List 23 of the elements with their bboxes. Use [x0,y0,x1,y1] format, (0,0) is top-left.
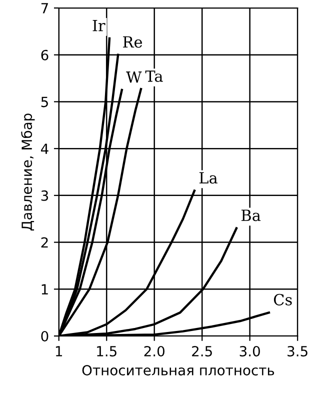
series-label: Ta [145,70,163,82]
y-tick-label: 1 [42,284,48,294]
x-tick-label: 2.5 [192,346,212,356]
series-label: W [126,72,142,83]
x-tick-label: 2.0 [144,346,164,356]
series-label: Cs [274,294,292,306]
x-tick-label: 1.5 [97,346,116,356]
y-tick-label: 0 [41,330,48,342]
y-tick-label: 4 [40,144,48,154]
y-tick-label: 3 [41,190,48,201]
x-tick-label: 3.0 [240,346,260,356]
x-tick-label: 3.5 [288,346,308,356]
series-label: Re [123,36,142,48]
y-tick-label: 6 [41,50,48,60]
x-tick-label: 1 [56,346,62,356]
y-tick-label: 2 [41,237,48,248]
x-axis-title: Относительная плотность [82,364,274,376]
series-label: La [199,172,218,184]
series-label: Ba [241,210,261,222]
y-tick-label: 7 [41,3,48,14]
series-label: Ir [92,20,106,32]
y-axis-title: Давление, Мбар [21,114,35,230]
y-tick-label: 5 [41,96,48,108]
